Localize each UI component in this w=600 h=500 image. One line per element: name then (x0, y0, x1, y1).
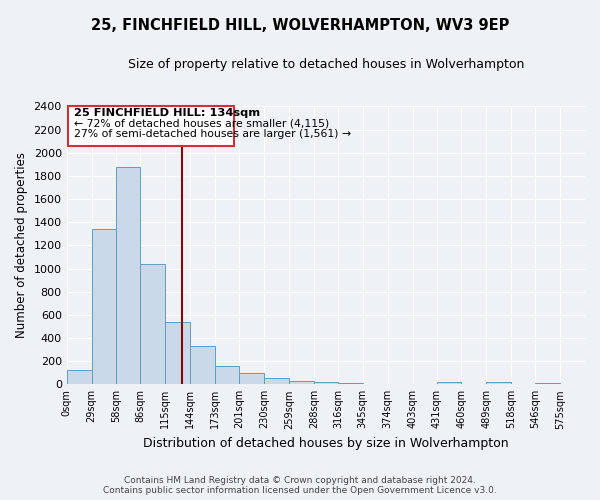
Bar (535, 383, 560, 384)
Bar (166, 322, 190, 384)
FancyBboxPatch shape (68, 106, 234, 146)
Text: 25, FINCHFIELD HILL, WOLVERHAMPTON, WV3 9EP: 25, FINCHFIELD HILL, WOLVERHAMPTON, WV3 … (91, 18, 509, 32)
Bar (67, 370, 92, 384)
Bar (264, 378, 289, 384)
Bar (289, 381, 314, 384)
X-axis label: Distribution of detached houses by size in Wolverhampton: Distribution of detached houses by size … (143, 437, 509, 450)
Bar (92, 229, 116, 384)
Text: Contains public sector information licensed under the Open Government Licence v3: Contains public sector information licen… (103, 486, 497, 495)
Bar (190, 346, 215, 385)
Text: Contains HM Land Registry data © Crown copyright and database right 2024.: Contains HM Land Registry data © Crown c… (124, 476, 476, 485)
Bar (487, 382, 511, 384)
Bar (239, 372, 264, 384)
Text: 25 FINCHFIELD HILL: 134sqm: 25 FINCHFIELD HILL: 134sqm (74, 108, 260, 118)
Title: Size of property relative to detached houses in Wolverhampton: Size of property relative to detached ho… (128, 58, 524, 70)
Bar (116, 166, 140, 384)
Bar (314, 382, 338, 384)
Bar (437, 382, 461, 384)
Bar (140, 264, 166, 384)
Text: ← 72% of detached houses are smaller (4,115): ← 72% of detached houses are smaller (4,… (74, 118, 329, 128)
Y-axis label: Number of detached properties: Number of detached properties (15, 152, 28, 338)
Text: 27% of semi-detached houses are larger (1,561) →: 27% of semi-detached houses are larger (… (74, 129, 350, 139)
Bar (215, 366, 239, 384)
Bar (338, 383, 363, 384)
